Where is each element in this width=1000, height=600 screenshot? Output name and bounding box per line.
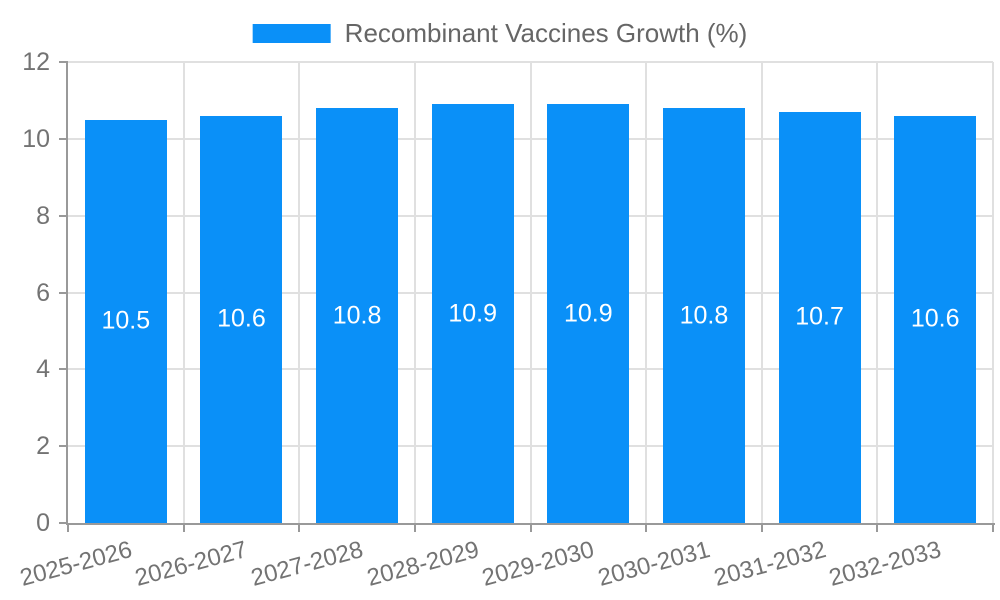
y-tick-label: 0 (36, 509, 50, 537)
legend: Recombinant Vaccines Growth (%) (252, 18, 748, 49)
bar-2029-2030: 10.9 (547, 104, 630, 523)
y-tick-label: 6 (36, 278, 50, 307)
x-gridline (992, 62, 994, 523)
y-axis-line (66, 62, 68, 525)
bar-2027-2028: 10.8 (316, 108, 399, 523)
x-tick-mark (182, 523, 185, 532)
x-tick-mark (67, 523, 69, 532)
x-gridline (876, 62, 879, 523)
legend-label: Recombinant Vaccines Growth (%) (344, 18, 748, 48)
bar-2028-2029: 10.9 (431, 104, 514, 523)
x-gridline (413, 62, 416, 523)
bar-value-label: 10.6 (910, 304, 960, 333)
y-tick-label: 2 (36, 432, 50, 461)
x-tick-mark (992, 523, 994, 532)
x-tick-mark (413, 523, 416, 532)
bar-2026-2027: 10.6 (200, 115, 283, 523)
bar-2032-2033: 10.6 (894, 115, 977, 523)
x-tick-mark (645, 523, 648, 532)
y-tick-mark (59, 291, 68, 294)
y-tick-label: 10 (22, 124, 50, 153)
x-gridline (645, 62, 648, 523)
x-gridline (529, 62, 532, 523)
y-tick-mark (59, 137, 68, 140)
x-tick-mark (298, 523, 301, 532)
bar-value-label: 10.6 (217, 304, 266, 333)
x-gridline (182, 62, 185, 523)
bar-2031-2032: 10.7 (778, 111, 861, 523)
x-tick-mark (876, 523, 879, 532)
bar-2030-2031: 10.8 (662, 108, 745, 523)
x-tick-mark (529, 523, 532, 532)
y-tick-mark (59, 522, 68, 524)
x-axis-line (66, 523, 995, 525)
y-tick-label: 4 (36, 355, 50, 384)
x-tick-mark (760, 523, 763, 532)
x-gridline (760, 62, 763, 523)
y-tick-label: 12 (22, 48, 50, 76)
bar-value-label: 10.5 (101, 306, 151, 335)
y-tick-label: 8 (36, 201, 50, 230)
y-tick-mark (59, 368, 68, 371)
y-tick-mark (59, 445, 68, 448)
bar-value-label: 10.9 (448, 299, 498, 328)
bar-value-label: 10.7 (795, 302, 844, 331)
bar-2025-2026: 10.5 (84, 119, 167, 523)
bar-value-label: 10.9 (563, 299, 613, 328)
y-tick-mark (59, 61, 68, 63)
x-gridline (298, 62, 301, 523)
bar-value-label: 10.8 (679, 301, 729, 330)
y-tick-mark (59, 214, 68, 217)
legend-swatch (252, 24, 331, 43)
bar-value-label: 10.8 (332, 301, 382, 330)
